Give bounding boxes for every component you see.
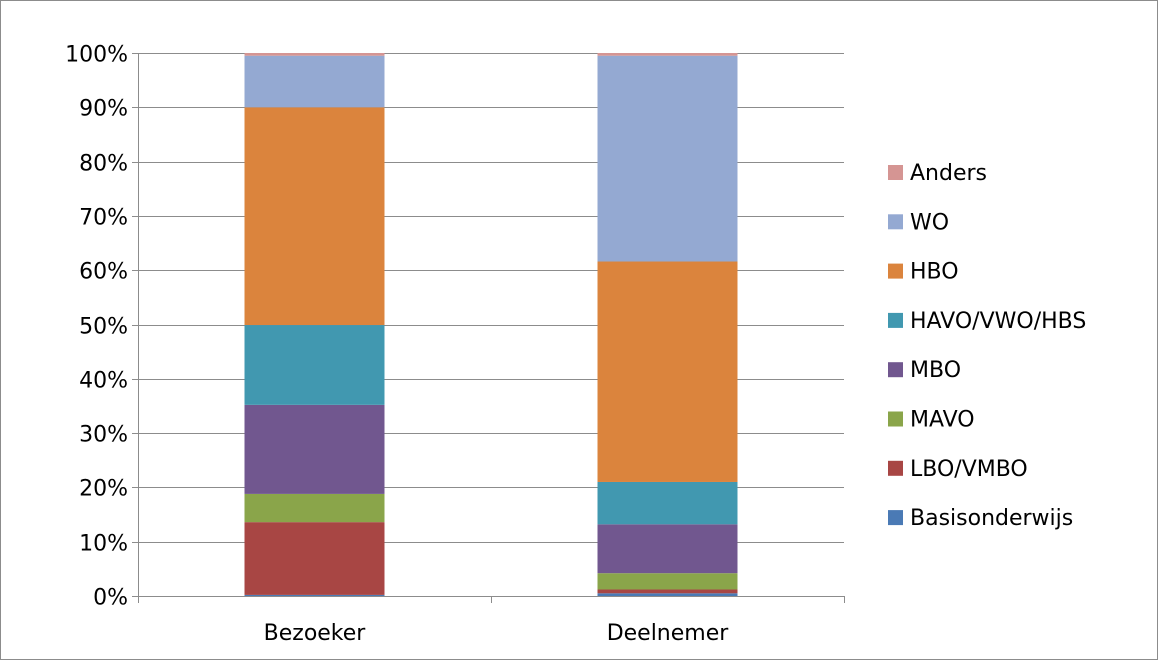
y-axis-tick-labels: 0% 10% 20% 30% 40% 50% 60% 70% 80% 90% 100% <box>65 43 128 611</box>
legend-swatch <box>888 312 903 328</box>
legend-label: HAVO/VWO/HBS <box>910 309 1086 334</box>
bars <box>244 53 738 596</box>
bar-segment-bezoeker-hbo <box>244 107 385 326</box>
legend-label: LBO/VMBO <box>910 457 1028 482</box>
legend-swatch <box>888 165 903 180</box>
legend-label: HBO <box>910 260 959 285</box>
bar-segment-deelnemer-hbo <box>597 261 738 482</box>
bar-segment-bezoeker-lbo-vmbo <box>244 522 385 595</box>
bar-segment-bezoeker-mbo <box>244 404 385 494</box>
y-tick-label: 60% <box>79 260 128 285</box>
x-tick-label: Deelnemer <box>607 621 730 646</box>
y-tick-label: 30% <box>79 423 128 448</box>
bar-segment-bezoeker-basisonderwijs <box>244 594 385 596</box>
gridlines <box>138 53 844 543</box>
y-tick-label: 20% <box>79 477 128 502</box>
legend-label: Anders <box>910 161 987 186</box>
legend-label: Basisonderwijs <box>910 506 1073 531</box>
bar-segment-deelnemer-havo-vwo-hbs <box>597 481 738 525</box>
legend-label: MAVO <box>910 408 975 433</box>
x-tick-label: Bezoeker <box>264 621 367 646</box>
bar-segment-bezoeker-havo-vwo-hbs <box>244 325 385 405</box>
y-tick-label: 100% <box>65 43 128 68</box>
legend-label: WO <box>910 210 949 235</box>
bar-segment-deelnemer-lbo-vmbo <box>597 589 738 594</box>
y-tick-label: 70% <box>79 206 128 231</box>
bar-segment-deelnemer-wo <box>597 55 738 262</box>
legend-swatch <box>888 411 903 427</box>
bar-segment-deelnemer-mbo <box>597 524 738 574</box>
bar-segment-deelnemer-anders <box>597 53 738 56</box>
legend-swatch <box>888 214 903 230</box>
bar-segment-deelnemer-mavo <box>597 573 738 590</box>
bar-segment-deelnemer-basisonderwijs <box>597 593 738 596</box>
legend-swatch <box>888 510 903 526</box>
legend-swatch <box>888 263 903 279</box>
legend-swatch <box>888 362 903 378</box>
bar-segment-bezoeker-anders <box>244 53 385 56</box>
y-tick-label: 10% <box>79 532 128 557</box>
legend-swatch <box>888 460 903 476</box>
y-tick-label: 0% <box>93 586 128 611</box>
y-tick-label: 40% <box>79 369 128 394</box>
axes <box>132 53 845 603</box>
bar-segment-bezoeker-mavo <box>244 493 385 523</box>
x-axis-tick-labels: Bezoeker Deelnemer <box>264 621 730 646</box>
legend: Anders WO HBO HAVO/VWO/HBS MBO MAVO LBO/VMBO Ba… <box>888 161 1086 531</box>
bar-segment-bezoeker-wo <box>244 55 385 108</box>
y-tick-label: 50% <box>79 315 128 340</box>
y-tick-label: 90% <box>79 97 128 122</box>
legend-label: MBO <box>910 358 961 383</box>
y-tick-label: 80% <box>79 152 128 177</box>
